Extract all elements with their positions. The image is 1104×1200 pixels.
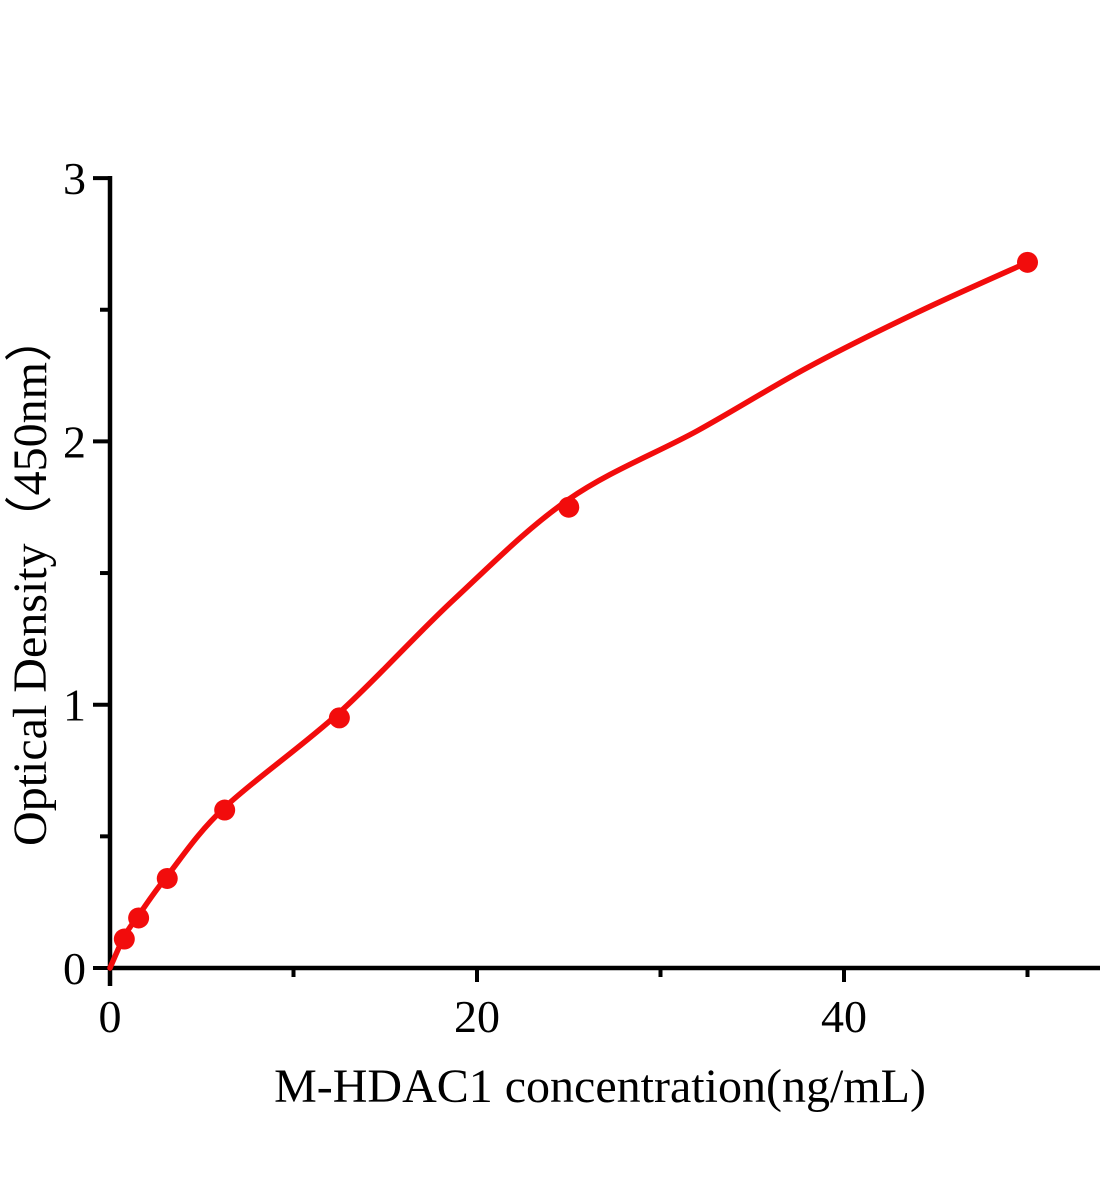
data-point: [214, 799, 236, 821]
y-tick-label: 1: [63, 680, 86, 731]
data-point: [558, 496, 580, 518]
x-tick-label: 0: [99, 991, 122, 1042]
y-tick-label: 3: [63, 153, 86, 204]
x-tick-label: 20: [454, 991, 500, 1042]
x-axis-title: M-HDAC1 concentration(ng/mL): [274, 1060, 926, 1113]
y-tick-label: 0: [63, 943, 86, 994]
axes-group: [93, 176, 1100, 986]
data-point: [328, 707, 350, 729]
y-axis-title: Optical Density（450nm）: [4, 314, 57, 846]
x-tick-label: 40: [821, 991, 867, 1042]
fit-curve: [107, 259, 1031, 971]
data-point: [128, 907, 150, 929]
y-tick-label: 2: [63, 416, 86, 467]
data-point: [113, 928, 135, 950]
data-point: [156, 867, 178, 889]
fit-curve-group: [107, 259, 1031, 971]
data-points-group: [113, 251, 1038, 950]
tick-labels-group: 0 1 2 3 0 20 40: [63, 153, 867, 1042]
data-point: [1017, 251, 1038, 273]
